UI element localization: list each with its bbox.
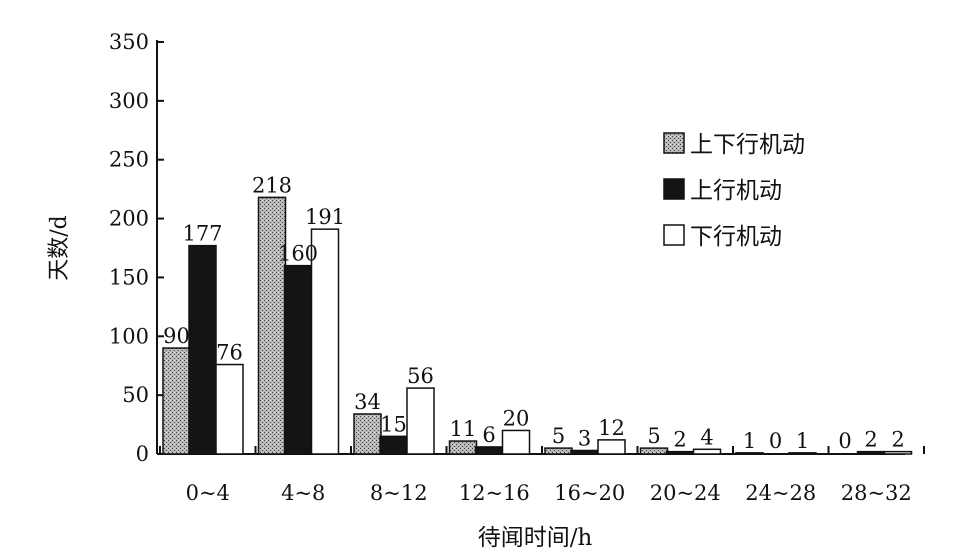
data-label: 0 <box>838 429 851 453</box>
x-tick-label: 0~4 <box>186 481 230 505</box>
data-label: 5 <box>552 424 565 448</box>
x-tick-label: 28~32 <box>841 481 912 505</box>
data-label: 20 <box>503 406 530 430</box>
data-label: 76 <box>216 341 243 365</box>
data-label: 177 <box>182 222 222 246</box>
data-label: 160 <box>278 242 318 266</box>
data-label: 1 <box>743 429 756 453</box>
legend-label: 上下行机动 <box>690 132 805 158</box>
bar-3 <box>215 363 244 455</box>
x-tick-label: 12~16 <box>459 481 530 505</box>
bar-2 <box>188 244 217 455</box>
bar-3 <box>788 452 817 455</box>
x-tick-label: 8~12 <box>370 481 428 505</box>
bar-1 <box>544 447 573 455</box>
x-tick-label: 20~24 <box>650 481 721 505</box>
data-label: 2 <box>864 428 877 452</box>
bar-1 <box>353 413 382 455</box>
data-label: 0 <box>769 429 782 453</box>
bar-3 <box>883 450 913 455</box>
y-tick-label: 250 <box>109 148 149 172</box>
legend-swatch <box>663 178 685 200</box>
data-label: 2 <box>673 428 686 452</box>
x-tick-label: 16~20 <box>554 481 625 505</box>
bar-2 <box>379 435 408 455</box>
y-tick-label: 0 <box>136 442 149 466</box>
bar-1 <box>448 440 478 455</box>
data-label: 191 <box>305 205 345 229</box>
data-label: 90 <box>163 324 190 348</box>
data-label: 4 <box>700 425 713 449</box>
data-label: 1 <box>796 429 809 453</box>
bar-2 <box>856 450 886 455</box>
x-tick-label: 24~28 <box>745 481 816 505</box>
y-tick-label: 300 <box>109 89 149 113</box>
y-axis-title: 天数/d <box>47 215 72 281</box>
data-label: 56 <box>407 364 434 388</box>
data-label: 12 <box>598 416 625 440</box>
bar-1 <box>639 447 669 455</box>
y-tick-label: 100 <box>109 324 149 348</box>
bar-3 <box>597 439 626 455</box>
bar-1 <box>162 347 191 455</box>
data-label: 218 <box>252 173 292 197</box>
bar-3 <box>406 387 435 455</box>
data-label: 2 <box>891 428 904 452</box>
x-tick-label: 4~8 <box>281 481 325 505</box>
x-axis-title: 待闻时间/h <box>478 525 593 551</box>
data-label: 6 <box>482 423 495 447</box>
data-label: 15 <box>380 412 407 436</box>
legend-swatch <box>663 132 685 154</box>
bars <box>162 196 913 455</box>
data-label: 5 <box>647 424 660 448</box>
bar-3 <box>501 429 531 455</box>
y-tick-label: 350 <box>109 30 149 54</box>
legend-label: 上行机动 <box>690 178 782 204</box>
data-label: 3 <box>578 426 591 450</box>
legend-swatch <box>663 224 685 246</box>
bar-2 <box>570 449 599 455</box>
data-label: 11 <box>450 417 477 441</box>
bar-2 <box>665 450 695 455</box>
y-tick-label: 50 <box>122 383 149 407</box>
data-label: 34 <box>354 390 381 414</box>
y-tick-label: 150 <box>109 265 149 289</box>
y-tick-label: 200 <box>109 207 149 231</box>
legend-label: 下行机动 <box>690 224 782 250</box>
bar-3 <box>692 448 722 455</box>
bar-2 <box>283 264 313 455</box>
bar-1 <box>257 196 287 455</box>
bar-2 <box>474 446 504 455</box>
bar-3 <box>310 228 340 455</box>
bar-1 <box>735 452 764 455</box>
